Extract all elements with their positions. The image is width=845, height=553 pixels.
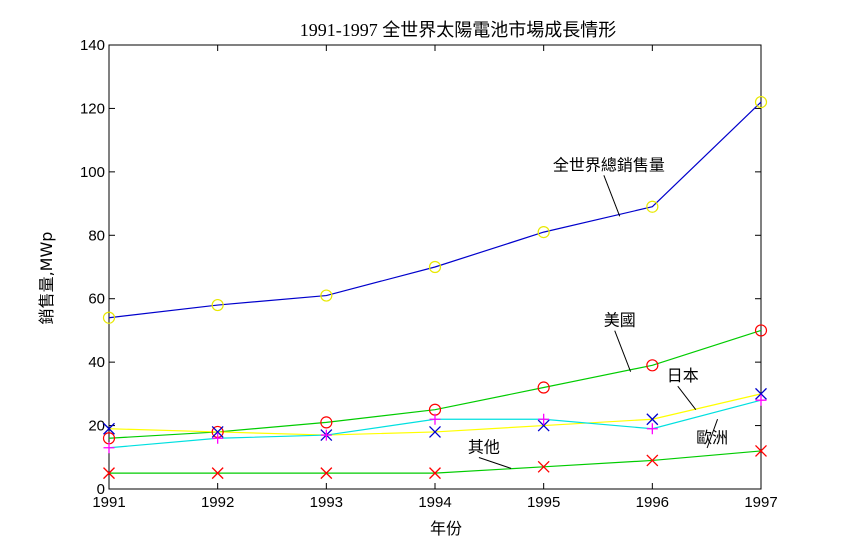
x-tick-label: 1994 xyxy=(418,494,451,511)
data-point-japan xyxy=(755,387,767,400)
data-point-other xyxy=(755,444,767,457)
data-point-other xyxy=(646,454,659,467)
annotation-pointer xyxy=(603,175,621,217)
annotation-label: 其他 xyxy=(468,438,500,457)
data-point-japan xyxy=(646,413,659,426)
data-point-usa xyxy=(754,324,768,337)
annotation-label: 日本 xyxy=(667,366,699,385)
data-point-total xyxy=(320,289,333,302)
data-point-total xyxy=(211,298,224,312)
data-point-total xyxy=(646,200,659,213)
data-point-total xyxy=(537,226,550,239)
data-point-japan xyxy=(537,419,550,432)
x-tick-label: 1997 xyxy=(744,494,777,511)
data-point-other xyxy=(103,467,115,480)
y-tick-label: 20 xyxy=(88,418,105,435)
chart-title: 1991-1997 全世界太陽電池市場成長情形 xyxy=(300,20,617,40)
data-point-japan xyxy=(429,425,441,438)
data-point-europe xyxy=(429,413,441,425)
y-tick-label: 40 xyxy=(88,354,105,371)
y-tick-label: 100 xyxy=(80,164,105,181)
data-point-europe xyxy=(212,432,224,444)
annotation-pointer xyxy=(478,457,512,469)
data-point-usa xyxy=(320,416,333,429)
y-axis-label: 銷售量,MWp xyxy=(37,232,56,325)
data-point-usa xyxy=(646,359,659,372)
data-point-europe xyxy=(755,394,767,406)
data-point-total xyxy=(102,311,116,324)
data-point-europe xyxy=(646,423,658,435)
data-point-other xyxy=(429,467,441,480)
y-tick-label: 140 xyxy=(80,37,105,54)
x-tick-label: 1993 xyxy=(310,494,343,511)
y-tick-label: 80 xyxy=(88,227,105,244)
data-point-japan xyxy=(103,422,115,435)
x-tick-label: 1995 xyxy=(527,494,560,511)
x-tick-label: 1996 xyxy=(636,494,669,511)
annotation-pointer xyxy=(614,330,632,372)
annotation-pointer xyxy=(706,419,719,449)
data-point-europe xyxy=(103,442,115,454)
x-tick-label: 1992 xyxy=(201,494,234,511)
data-point-other xyxy=(320,467,333,480)
annotation-label: 美國 xyxy=(604,311,636,330)
series-line-total xyxy=(108,101,762,319)
data-point-other xyxy=(211,467,224,480)
data-point-europe xyxy=(538,413,550,425)
data-point-total xyxy=(428,260,442,274)
y-tick-label: 0 xyxy=(97,481,105,498)
annotation-label: 歐洲 xyxy=(696,428,728,447)
data-point-total xyxy=(754,95,768,109)
x-axis-label: 年份 xyxy=(430,519,462,538)
data-point-usa xyxy=(537,381,550,394)
y-tick-label: 120 xyxy=(80,100,105,117)
x-tick-label: 1991 xyxy=(92,494,125,511)
annotation-pointer xyxy=(677,385,697,411)
data-point-japan xyxy=(211,425,224,438)
data-point-europe xyxy=(320,429,332,441)
annotation-label: 全世界總銷售量 xyxy=(553,155,665,174)
data-point-other xyxy=(537,460,550,473)
y-tick-label: 60 xyxy=(88,291,105,308)
